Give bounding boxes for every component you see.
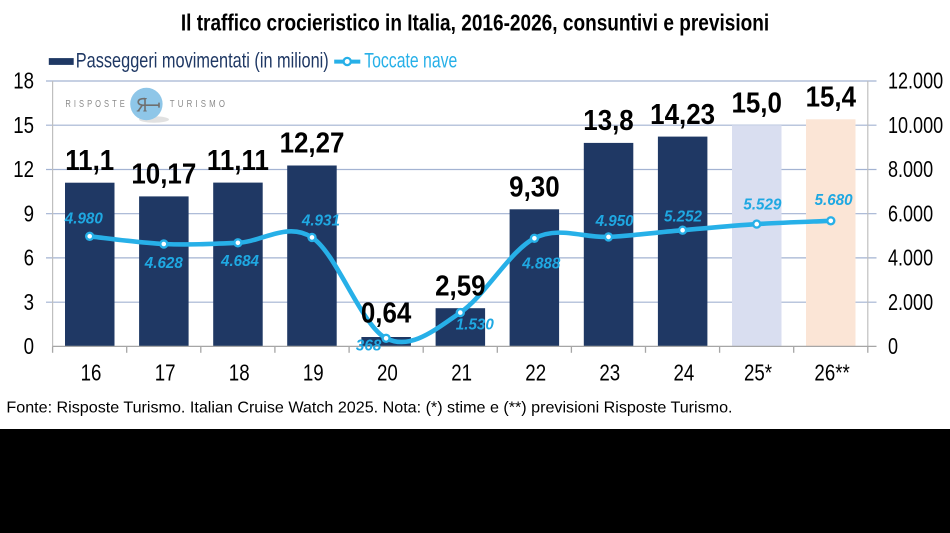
svg-text:13,8: 13,8	[583, 104, 633, 136]
svg-text:15,0: 15,0	[731, 86, 781, 118]
svg-text:2.000: 2.000	[888, 290, 933, 316]
svg-text:3: 3	[24, 290, 34, 315]
svg-text:9: 9	[24, 202, 34, 227]
svg-text:TURISMO: TURISMO	[170, 98, 228, 109]
svg-text:16: 16	[81, 361, 102, 386]
svg-text:14,23: 14,23	[650, 98, 715, 130]
svg-text:21: 21	[451, 361, 472, 386]
svg-text:24: 24	[674, 361, 695, 386]
svg-text:5.680: 5.680	[815, 192, 853, 209]
svg-text:12,27: 12,27	[280, 127, 345, 159]
svg-text:0: 0	[24, 334, 34, 359]
svg-text:8.000: 8.000	[888, 157, 933, 183]
svg-text:RISPOSTE: RISPOSTE	[65, 98, 127, 109]
svg-text:4.888: 4.888	[521, 255, 560, 272]
svg-text:1.530: 1.530	[456, 316, 494, 333]
svg-text:17: 17	[155, 361, 176, 386]
svg-text:4.000: 4.000	[888, 245, 933, 271]
svg-text:20: 20	[377, 361, 398, 386]
svg-text:15,4: 15,4	[806, 80, 856, 112]
svg-text:4.931: 4.931	[301, 212, 340, 229]
svg-text:10.000: 10.000	[888, 113, 943, 139]
svg-text:18: 18	[13, 69, 34, 94]
svg-text:2,59: 2,59	[435, 269, 485, 301]
svg-text:23: 23	[599, 361, 620, 386]
svg-text:18: 18	[229, 361, 250, 386]
svg-text:4.684: 4.684	[220, 252, 259, 269]
svg-text:11,11: 11,11	[207, 144, 269, 176]
svg-text:4.628: 4.628	[144, 255, 183, 272]
svg-text:Toccate nave: Toccate nave	[364, 48, 457, 72]
svg-text:Il traffico crocieristico in I: Il traffico crocieristico in Italia, 201…	[181, 11, 769, 36]
svg-text:5.252: 5.252	[664, 208, 702, 225]
svg-text:9,30: 9,30	[509, 170, 559, 202]
svg-text:22: 22	[525, 361, 546, 386]
svg-text:11,1: 11,1	[65, 144, 114, 176]
svg-text:4.950: 4.950	[595, 213, 634, 230]
svg-text:0,64: 0,64	[361, 296, 411, 328]
svg-text:15: 15	[13, 113, 34, 138]
svg-text:4.980: 4.980	[64, 210, 103, 227]
svg-text:Fonte: Risposte Turismo. Itali: Fonte: Risposte Turismo. Italian Cruise …	[6, 400, 732, 417]
svg-text:5.529: 5.529	[743, 196, 781, 213]
svg-text:12: 12	[13, 157, 34, 182]
svg-text:25*: 25*	[744, 361, 772, 386]
svg-text:0: 0	[888, 334, 898, 360]
svg-text:6.000: 6.000	[888, 201, 933, 227]
svg-text:Passeggeri movimentati (in mil: Passeggeri movimentati (in milioni)	[76, 48, 329, 71]
svg-text:368: 368	[356, 337, 382, 354]
svg-text:6: 6	[24, 246, 34, 271]
svg-text:19: 19	[303, 361, 324, 386]
svg-text:26**: 26**	[814, 361, 849, 386]
svg-text:10,17: 10,17	[131, 158, 196, 190]
svg-text:12.000: 12.000	[888, 69, 943, 95]
